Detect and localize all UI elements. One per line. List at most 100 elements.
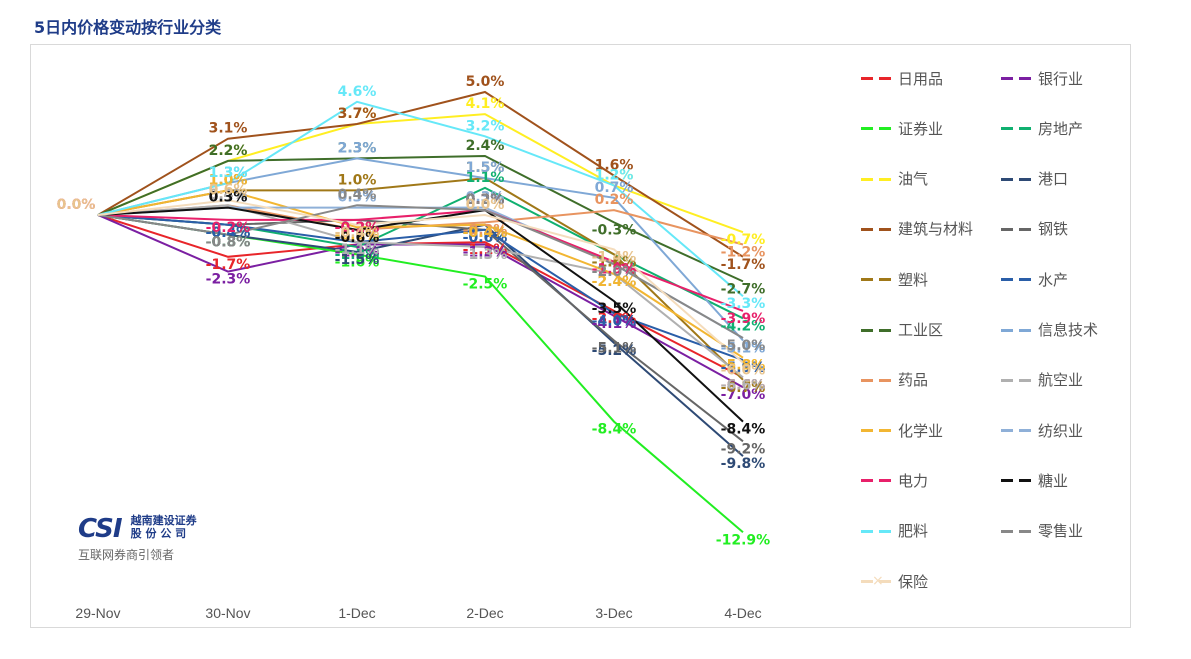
legend-label: 信息技术	[1038, 321, 1099, 339]
data-label: 0.3%	[466, 190, 505, 206]
data-label: -0.7%	[721, 232, 766, 248]
logo-name-line2: 股 份 公 司	[130, 527, 187, 540]
x-axis: 29-Nov 30-Nov 1-Dec 2-Dec 3-Dec 4-Dec	[75, 605, 761, 621]
data-label: -6.0%	[721, 363, 766, 379]
data-label: 1.0%	[209, 172, 248, 188]
legend-label: 建筑与材料	[898, 220, 974, 239]
legend-label: 纺织业	[1038, 421, 1084, 440]
data-label: -2.4%	[592, 274, 637, 290]
data-label: -5.9%	[721, 360, 766, 376]
data-label: -0.4%	[206, 225, 251, 241]
data-label: 3.1%	[209, 121, 248, 137]
data-label: 2.2%	[209, 143, 248, 159]
legend-label: 药品	[898, 371, 929, 390]
data-label: -3.9%	[592, 311, 637, 327]
legend-item: 银行业	[1000, 68, 1083, 88]
legend-label: 糖业	[1038, 471, 1069, 490]
legend-label: 航空业	[1038, 371, 1084, 390]
legend-item: 塑料	[860, 269, 928, 289]
data-label: -3.9%	[721, 311, 766, 327]
data-label: -1.7%	[721, 257, 766, 273]
legend-item: 水产	[1000, 269, 1068, 289]
company-logo: CSI 越南建设证券 股 份 公 司 互联网券商引领者	[78, 514, 201, 563]
data-label: -0.6%	[463, 230, 508, 246]
logo-mark: CSI	[78, 514, 123, 544]
data-label: -1.9%	[592, 262, 637, 278]
series-19	[97, 100, 744, 297]
data-label: -5.0%	[721, 338, 766, 354]
data-label: 4.1%	[466, 96, 505, 112]
legend-item: 药品	[860, 370, 928, 390]
data-label: -0.4%	[335, 225, 380, 241]
legend-swatch	[860, 320, 894, 340]
data-label: -0.6%	[335, 230, 380, 246]
data-label: -1.3%	[335, 247, 380, 263]
data-label: -0.8%	[206, 235, 251, 251]
data-label: 1.0%	[338, 172, 377, 188]
data-label: -0.4%	[463, 225, 508, 241]
legend-item: × 保险	[860, 571, 928, 591]
data-label: 2.2%	[209, 143, 248, 159]
chart-frame	[30, 44, 1131, 628]
legend-label: 钢铁	[1038, 220, 1069, 239]
legend-label: 工业区	[898, 321, 944, 339]
data-label: 3.7%	[338, 106, 377, 122]
data-label: -1.4%	[592, 249, 637, 265]
data-label: -2.3%	[206, 272, 251, 288]
data-label: -0.6%	[335, 230, 380, 246]
data-label: 0.2%	[466, 192, 505, 208]
data-label: 0.7%	[595, 180, 634, 196]
data-label: -6.7%	[721, 380, 766, 396]
data-label: -1.7%	[206, 257, 251, 273]
legend-swatch	[1000, 320, 1034, 340]
data-label: 0.2%	[466, 192, 505, 208]
data-label: 1.3%	[209, 165, 248, 181]
data-label: -5.1%	[721, 341, 766, 357]
data-label: -0.5%	[335, 227, 380, 243]
series-line	[97, 199, 744, 364]
legend-swatch	[1000, 269, 1034, 289]
data-label: -2.5%	[463, 277, 508, 293]
data-label: 3.2%	[466, 118, 505, 134]
x-tick-label: 30-Nov	[205, 605, 250, 621]
data-label: -1.2%	[335, 245, 380, 261]
series-16	[97, 206, 744, 339]
legend-label: 房地产	[1038, 119, 1084, 138]
legend-swatch	[860, 68, 894, 88]
data-label: -6.6%	[721, 377, 766, 393]
data-label: 0.4%	[338, 187, 377, 203]
data-label: -5.0%	[721, 338, 766, 354]
data-label-layer: -1.7%-1.2% -1.1%-3.9%-6.6%-2.3%-1.2% -1.2%…	[57, 74, 771, 548]
data-label: -7.0%	[721, 387, 766, 403]
legend-swatch	[1000, 521, 1034, 541]
data-label: -9.2%	[721, 441, 766, 457]
series-line	[97, 100, 744, 297]
series-line	[97, 214, 744, 534]
legend-label: 港口	[1038, 170, 1069, 189]
data-label: -1.6%	[592, 254, 637, 270]
legend-label: 银行业	[1038, 69, 1084, 88]
data-label: -0.3%	[463, 222, 508, 238]
data-label: 0.4%	[209, 187, 248, 203]
data-label: -5.1%	[592, 341, 637, 357]
legend-swatch	[1000, 219, 1034, 239]
legend-swatch: ×	[860, 571, 894, 591]
chart-title: 5日内价格变动按行业分类	[34, 18, 222, 37]
series-line	[97, 214, 744, 457]
series-6	[97, 214, 744, 457]
series-21	[97, 199, 744, 364]
data-label: 0.2%	[466, 192, 505, 208]
legend-item: 房地产	[1000, 118, 1083, 138]
data-label: 3.7%	[338, 106, 377, 122]
legend-swatch	[860, 219, 894, 239]
legend-item: 港口	[1000, 169, 1068, 189]
data-label: -4.2%	[721, 318, 766, 334]
data-label: 2.3%	[338, 140, 377, 156]
legend-label: 电力	[898, 471, 929, 490]
legend-item: 日用品	[860, 68, 943, 88]
data-label: -2.0%	[592, 264, 637, 280]
data-label: -1.6%	[335, 254, 380, 270]
x-tick-label: 29-Nov	[75, 605, 120, 621]
legend-swatch	[860, 521, 894, 541]
x-tick-label: 3-Dec	[595, 605, 632, 621]
